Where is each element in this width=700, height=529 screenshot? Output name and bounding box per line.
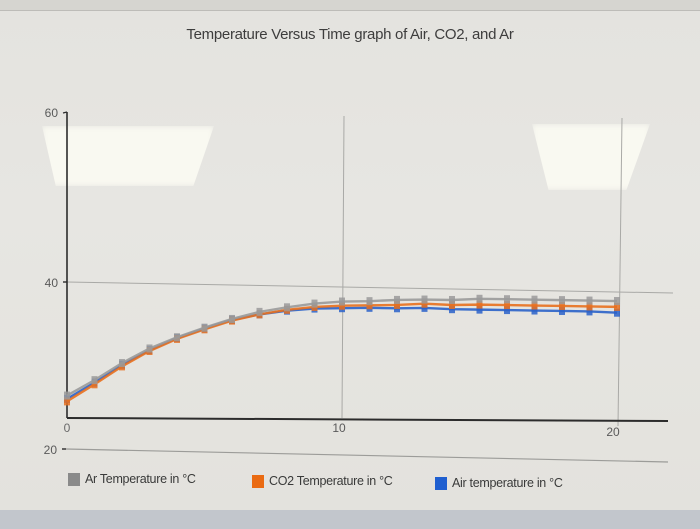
legend-label-co2: CO2 Temperature in °C — [269, 474, 393, 488]
data-point-marker[interactable] — [476, 300, 483, 309]
data-point-marker[interactable] — [531, 295, 538, 304]
data-point-marker[interactable] — [119, 359, 125, 368]
data-point-marker[interactable] — [421, 303, 428, 312]
x-tick-label-10: 10 — [332, 421, 346, 435]
data-point-marker[interactable] — [64, 391, 70, 400]
data-point-marker[interactable] — [586, 307, 593, 316]
chart-panel — [0, 10, 700, 511]
top-edge — [0, 0, 700, 10]
data-point-marker[interactable] — [476, 294, 483, 303]
co2-swatch-icon — [252, 474, 264, 488]
data-point-marker[interactable] — [394, 300, 400, 309]
data-point-marker[interactable] — [531, 306, 538, 315]
data-point-marker[interactable] — [146, 344, 153, 353]
legend-item-ar[interactable]: Ar Temperature in °C — [68, 472, 196, 486]
y-tick-label-60: 60 — [45, 106, 59, 120]
air-swatch-icon — [435, 476, 447, 490]
legend: Ar Temperature in °C CO2 Temperature in … — [0, 472, 700, 496]
gridline-20 — [65, 448, 669, 463]
data-point-marker[interactable] — [201, 323, 208, 332]
data-point-marker[interactable] — [339, 301, 345, 310]
data-point-marker[interactable] — [421, 295, 428, 304]
data-point-marker[interactable] — [614, 302, 620, 311]
data-point-marker[interactable] — [394, 295, 400, 304]
data-point-marker[interactable] — [614, 297, 620, 306]
legend-item-air[interactable]: Air temperature in °C — [435, 476, 563, 490]
y-tick-label-20: 20 — [44, 443, 58, 457]
x-tick-label-20: 20 — [606, 425, 620, 439]
data-point-marker[interactable] — [504, 295, 510, 304]
data-point-marker[interactable] — [91, 380, 98, 389]
data-point-marker[interactable] — [531, 301, 538, 310]
data-point-marker[interactable] — [64, 397, 70, 406]
data-point-marker[interactable] — [229, 314, 235, 323]
data-point-marker[interactable] — [559, 306, 565, 315]
data-point-marker[interactable] — [284, 303, 290, 312]
data-point-marker[interactable] — [614, 308, 620, 317]
data-point-marker[interactable] — [449, 295, 455, 304]
data-point-marker[interactable] — [366, 297, 373, 306]
data-point-marker[interactable] — [91, 376, 98, 385]
data-point-marker[interactable] — [174, 333, 180, 342]
glare-left — [42, 126, 214, 186]
gridline-x-20 — [617, 117, 623, 427]
data-point-marker[interactable] — [504, 301, 510, 310]
y-tick-60 — [62, 111, 68, 114]
data-point-marker[interactable] — [559, 296, 565, 305]
data-point-marker[interactable] — [586, 296, 593, 305]
gridline-x-10 — [341, 115, 345, 419]
legend-label-air: Air temperature in °C — [452, 476, 563, 490]
ar-swatch-icon — [68, 472, 80, 486]
data-point-marker[interactable] — [256, 307, 263, 316]
data-point-marker[interactable] — [366, 301, 373, 310]
x-tick-label-0: 0 — [64, 421, 71, 435]
gridline-40 — [66, 281, 674, 294]
glare-right — [532, 124, 650, 190]
series-layer — [64, 294, 620, 406]
legend-item-co2[interactable]: CO2 Temperature in °C — [252, 474, 393, 488]
data-point-marker[interactable] — [504, 306, 510, 315]
data-point-marker[interactable] — [421, 299, 428, 308]
data-point-marker[interactable] — [449, 305, 455, 314]
legend-label-ar: Ar Temperature in °C — [85, 472, 196, 486]
y-tick-label-40: 40 — [45, 276, 59, 290]
data-point-marker[interactable] — [586, 302, 593, 311]
data-point-marker[interactable] — [339, 297, 345, 306]
data-point-marker[interactable] — [311, 299, 318, 308]
x-axis — [66, 417, 669, 422]
data-point-marker[interactable] — [449, 301, 455, 309]
data-point-marker[interactable] — [559, 301, 565, 310]
chart-title: Temperature Versus Time graph of Air, CO… — [186, 26, 514, 43]
bottom-bar — [0, 510, 700, 529]
data-point-marker[interactable] — [476, 305, 483, 314]
